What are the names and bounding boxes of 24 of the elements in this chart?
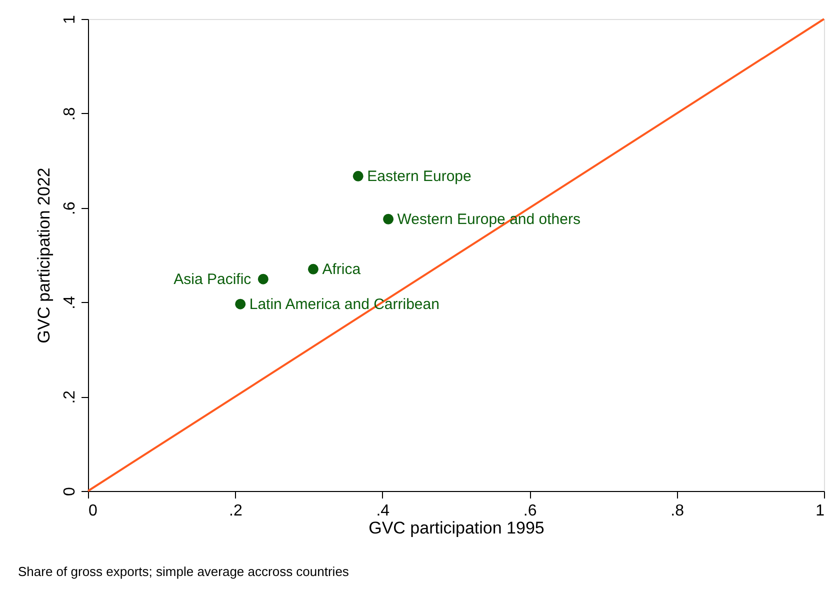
- x-tick-label: 1: [816, 502, 825, 520]
- x-axis-title: GVC participation 1995: [368, 518, 544, 538]
- point: [383, 214, 394, 224]
- x-tick-label: .4: [376, 502, 390, 520]
- y-tick-label: .4: [62, 296, 78, 310]
- annotation: Africa: [322, 261, 362, 278]
- y-tick-label: 0: [62, 486, 78, 496]
- text: Share of gross exports; simple average accross countries: [18, 564, 350, 579]
- x-tick-label: 0: [88, 502, 98, 520]
- point: [258, 274, 268, 284]
- point: [308, 264, 318, 274]
- y-tick-label: 1: [62, 14, 78, 24]
- point: [235, 298, 246, 310]
- y-tick-label: .2: [62, 390, 78, 404]
- point: [352, 170, 364, 182]
- annotation: Western Europe and others: [397, 211, 580, 228]
- annotation: Asia Pacific: [174, 271, 252, 288]
- x-tick-label: .2: [229, 502, 242, 520]
- y-tick-label: .8: [62, 107, 78, 121]
- annotation: Eastern Europe: [367, 168, 472, 186]
- y-axis-title: GVC participation 2022: [34, 168, 54, 344]
- x-tick-label: .8: [670, 502, 684, 520]
- x-tick-label: .6: [523, 502, 537, 520]
- y-tick-label: .6: [62, 202, 78, 215]
